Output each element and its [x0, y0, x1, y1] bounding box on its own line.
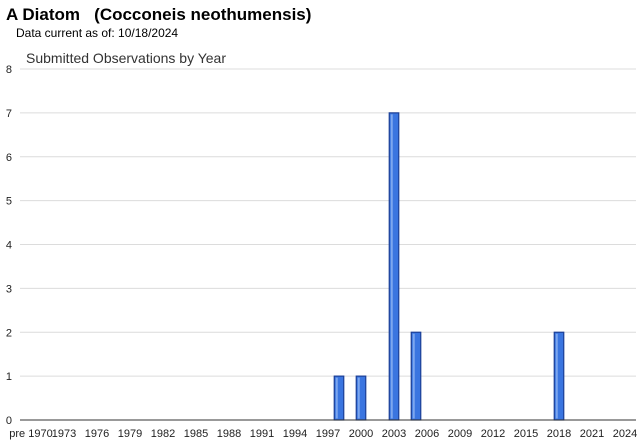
bar-2005 — [410, 331, 422, 421]
bar-1998 — [333, 375, 345, 421]
x-tick-label: 1988 — [217, 428, 241, 440]
x-tick-label: 1994 — [283, 428, 307, 440]
data-current-date: Data current as of: 10/18/2024 — [16, 26, 179, 40]
x-tick-label: 2018 — [547, 428, 571, 440]
x-tick-label: 2000 — [349, 428, 373, 440]
x-tick-label: 2009 — [448, 428, 472, 440]
y-tick-label: 5 — [6, 196, 12, 208]
gridlines — [20, 68, 636, 377]
x-tick-label: 2021 — [580, 428, 604, 440]
x-axis-ticks: pre 1970 1973 1976 1979 1982 1985 1988 1991 1994… — [9, 428, 637, 440]
bar-2018 — [553, 331, 565, 421]
y-tick-label: 4 — [6, 240, 12, 252]
bar-highlight — [335, 377, 338, 419]
x-tick-label: pre 1970 — [9, 428, 52, 440]
y-tick-label: 7 — [6, 108, 12, 120]
x-tick-label: 2024 — [613, 428, 637, 440]
y-tick-label: 3 — [6, 283, 12, 295]
bar-highlight — [555, 333, 558, 419]
y-tick-label: 6 — [6, 152, 12, 164]
y-tick-label: 2 — [6, 327, 12, 339]
x-tick-label: 1982 — [151, 428, 175, 440]
y-tick-label: 1 — [6, 371, 12, 383]
x-tick-label: 1997 — [316, 428, 340, 440]
bar-highlight — [412, 333, 415, 419]
y-axis-ticks: 0 1 2 3 4 5 6 7 8 — [6, 64, 12, 427]
x-tick-label: 1985 — [184, 428, 208, 440]
y-tick-label: 0 — [6, 415, 12, 427]
page-title: A Diatom (Cocconeis neothumensis) — [6, 5, 312, 24]
x-tick-label: 1979 — [118, 428, 142, 440]
x-tick-label: 2003 — [382, 428, 406, 440]
x-tick-label: 2012 — [481, 428, 505, 440]
x-tick-label: 2006 — [415, 428, 439, 440]
chart-title: Submitted Observations by Year — [26, 50, 226, 66]
bar-2000 — [355, 375, 367, 421]
x-tick-label: 1991 — [250, 428, 274, 440]
y-tick-label: 8 — [6, 64, 12, 76]
x-tick-label: 1976 — [85, 428, 109, 440]
bar-2003 — [388, 112, 400, 421]
x-tick-label: 2015 — [514, 428, 538, 440]
x-tick-label: 1973 — [52, 428, 76, 440]
bar-highlight — [357, 377, 360, 419]
bars — [333, 112, 565, 421]
bar-highlight — [390, 114, 393, 419]
